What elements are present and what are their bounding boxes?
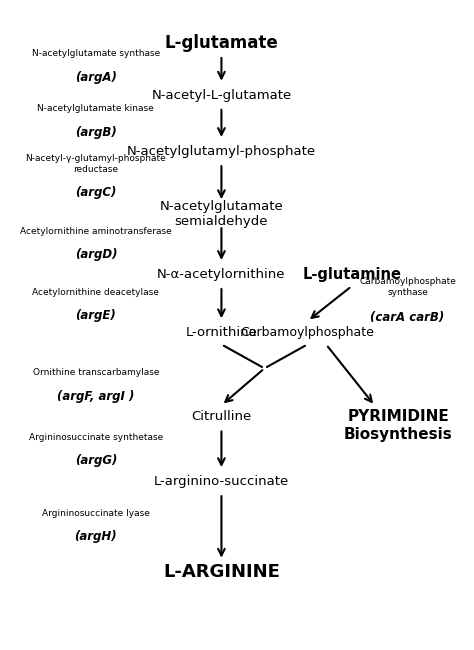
Text: Acetylornithine aminotransferase: Acetylornithine aminotransferase — [20, 227, 172, 236]
Text: (argC): (argC) — [75, 186, 117, 199]
Text: Carbamoylphosphate: Carbamoylphosphate — [240, 326, 374, 339]
Text: Argininosuccinate lyase: Argininosuccinate lyase — [42, 509, 150, 518]
Text: N-acetylglutamate
semialdehyde: N-acetylglutamate semialdehyde — [160, 200, 283, 227]
Text: L-glutamate: L-glutamate — [164, 34, 278, 53]
Text: L-glutamine: L-glutamine — [302, 267, 401, 282]
Text: N-acetyl-L-glutamate: N-acetyl-L-glutamate — [151, 89, 292, 102]
Text: PYRIMIDINE
Biosynthesis: PYRIMIDINE Biosynthesis — [344, 409, 453, 441]
Text: (carA carB): (carA carB) — [370, 311, 445, 324]
Text: Citrulline: Citrulline — [191, 410, 252, 423]
Text: (argF, argI ): (argF, argI ) — [57, 390, 135, 403]
Text: L-ARGININE: L-ARGININE — [163, 564, 280, 581]
Text: Carbamoylphosphate
synthase: Carbamoylphosphate synthase — [359, 277, 456, 296]
Text: N-acetylglutamyl-phosphate: N-acetylglutamyl-phosphate — [127, 145, 316, 158]
Text: L-arginino-succinate: L-arginino-succinate — [154, 475, 289, 488]
Text: Acetylornithine deacetylase: Acetylornithine deacetylase — [32, 287, 159, 296]
Text: (argG): (argG) — [75, 454, 117, 467]
Text: N-acetylglutamate synthase: N-acetylglutamate synthase — [32, 49, 160, 58]
Text: Ornithine transcarbamylase: Ornithine transcarbamylase — [33, 369, 159, 378]
Text: N-acetylglutamate kinase: N-acetylglutamate kinase — [37, 105, 154, 113]
Text: N-α-acetylornithine: N-α-acetylornithine — [157, 268, 286, 281]
Text: (argE): (argE) — [75, 309, 116, 322]
Text: L-ornithine: L-ornithine — [185, 326, 257, 339]
Text: (argD): (argD) — [74, 248, 117, 261]
Text: N-acetyl-γ-glutamyl-phosphate
reductase: N-acetyl-γ-glutamyl-phosphate reductase — [26, 154, 166, 174]
Text: (argA): (argA) — [75, 71, 117, 84]
Text: (argH): (argH) — [74, 530, 117, 543]
Text: Argininosuccinate synthetase: Argininosuccinate synthetase — [29, 433, 163, 442]
Text: (argB): (argB) — [75, 125, 117, 138]
